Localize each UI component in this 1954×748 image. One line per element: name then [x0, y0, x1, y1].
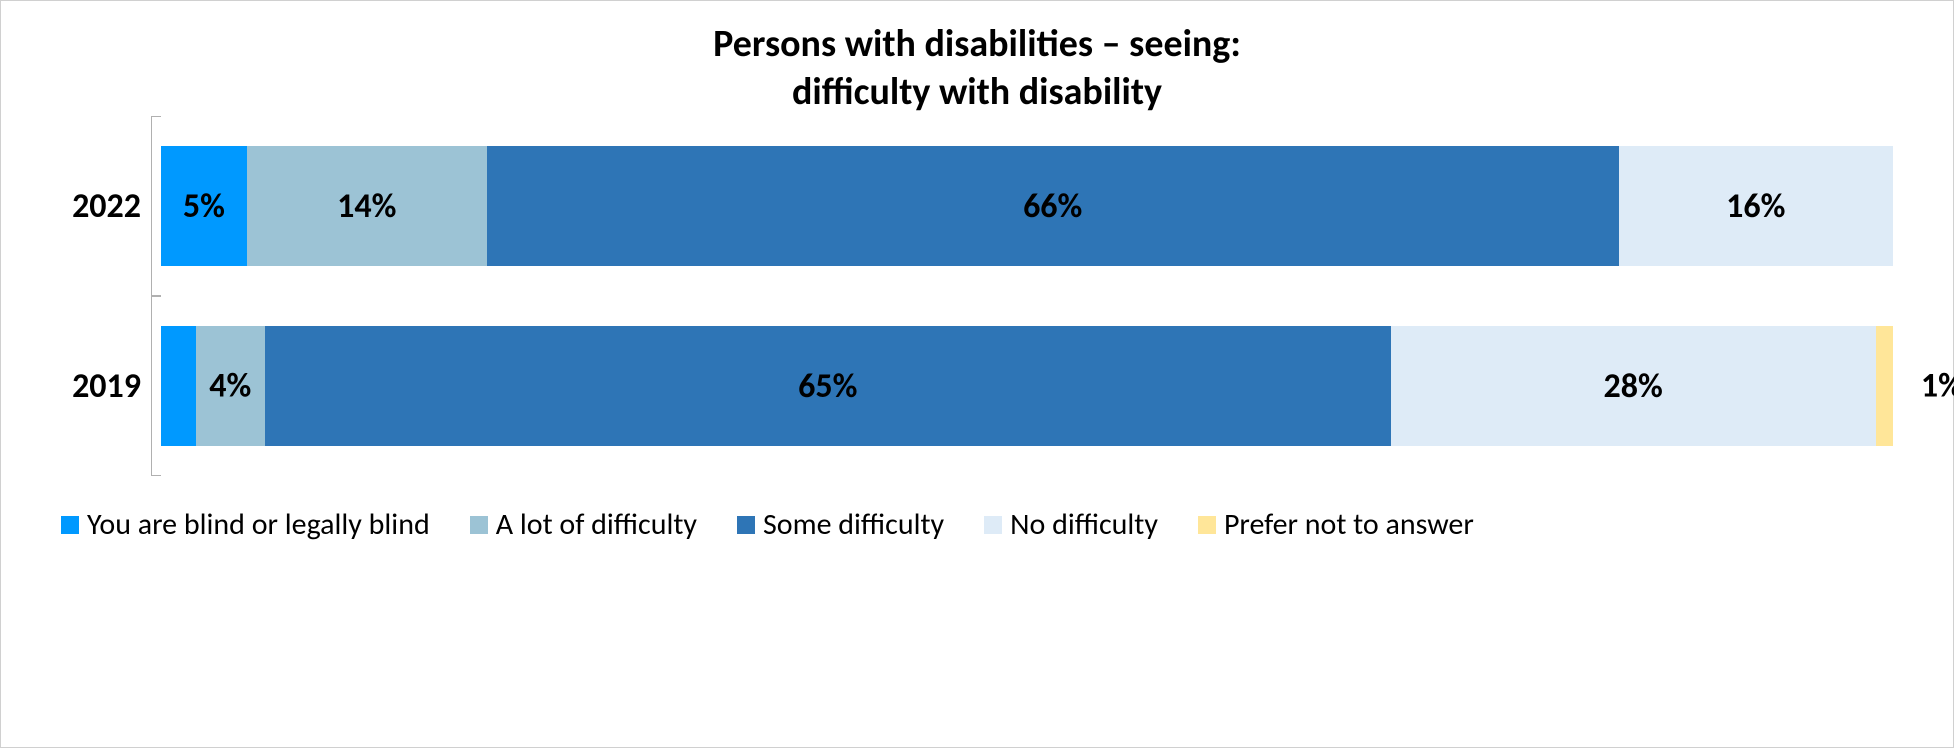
plot-area: 20225%14%66%16%20194%65%28%1%: [161, 146, 1893, 446]
bar-segment-label: 1%: [1921, 366, 1954, 407]
legend-swatch: [737, 516, 755, 534]
legend-label: A lot of difficulty: [496, 506, 697, 543]
legend-item: Prefer not to answer: [1198, 506, 1474, 543]
chart-title-line1: Persons with disabilities – seeing:: [41, 21, 1913, 69]
chart-container: Persons with disabilities – seeing: diff…: [0, 0, 1954, 748]
legend-item: No difficulty: [984, 506, 1158, 543]
bar-track: 4% 65%28%1%: [161, 326, 1893, 446]
legend-label: No difficulty: [1010, 506, 1158, 543]
axis-tick: [151, 116, 161, 296]
y-axis-label: 2022: [41, 186, 141, 227]
legend-item: A lot of difficulty: [470, 506, 697, 543]
bar-segment: 5%: [161, 146, 247, 266]
bar-segment-label: 4%: [209, 366, 251, 407]
legend-label: Some difficulty: [763, 506, 944, 543]
bar-segment: 14%: [247, 146, 487, 266]
bar-row: 20225%14%66%16%: [161, 146, 1893, 266]
axis-tick: [151, 296, 161, 476]
legend-item: You are blind or legally blind: [61, 506, 430, 543]
bar-segment: 16%: [1619, 146, 1893, 266]
legend-label: Prefer not to answer: [1224, 506, 1474, 543]
bar-segment: 65%: [265, 326, 1391, 446]
bar-segment: 1%: [1876, 326, 1893, 446]
legend-swatch: [1198, 516, 1216, 534]
bar-segment: 66%: [487, 146, 1619, 266]
legend-swatch: [470, 516, 488, 534]
chart-title: Persons with disabilities – seeing: diff…: [41, 21, 1913, 116]
bar-segment: 28%: [1391, 326, 1876, 446]
legend-swatch: [61, 516, 79, 534]
bar-segment: 4%: [196, 326, 265, 446]
bar-row: 20194%65%28%1%: [161, 326, 1893, 446]
bar-track: 5%14%66%16%: [161, 146, 1893, 266]
legend-item: Some difficulty: [737, 506, 944, 543]
legend-swatch: [984, 516, 1002, 534]
legend: You are blind or legally blind A lot of d…: [61, 506, 1913, 543]
legend-label: You are blind or legally blind: [87, 506, 430, 543]
bar-segment: [161, 326, 196, 446]
chart-title-line2: difficulty with disability: [41, 69, 1913, 117]
y-axis-label: 2019: [41, 366, 141, 407]
